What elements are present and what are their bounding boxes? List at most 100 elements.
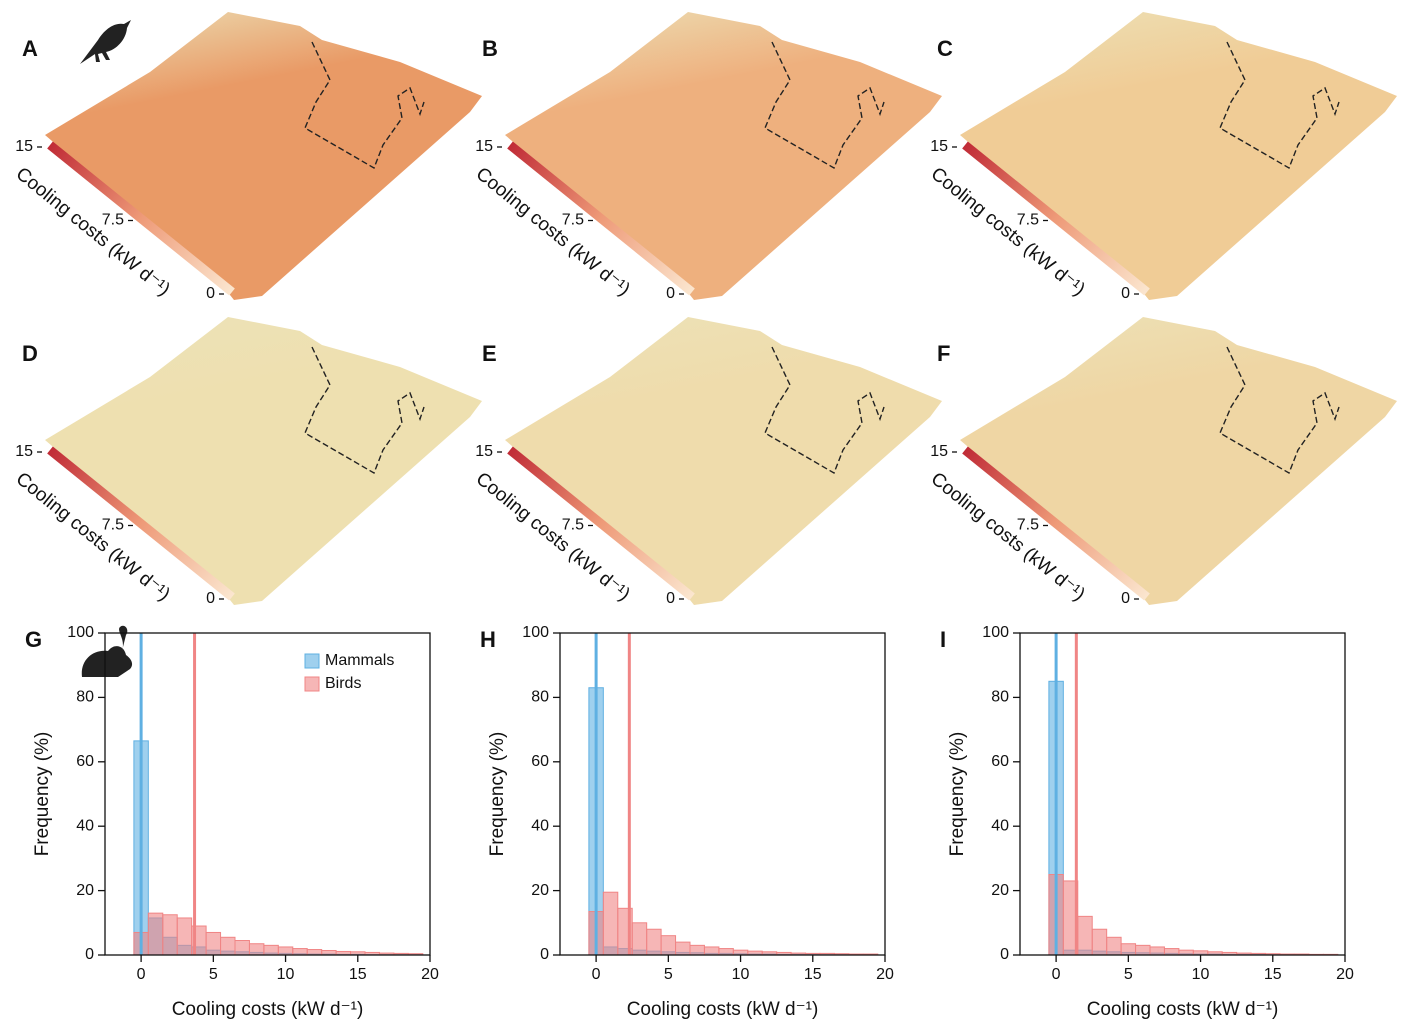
x-axis-label: Cooling costs (kW d⁻¹) bbox=[627, 999, 819, 1020]
y-tick-label: 100 bbox=[982, 624, 1009, 641]
histogram-bar bbox=[1077, 915, 1093, 956]
y-tick-label: 40 bbox=[76, 817, 94, 834]
histogram-bar bbox=[631, 922, 648, 956]
histogram-bar bbox=[1135, 944, 1151, 956]
colorbar-tick-label: 15 bbox=[475, 443, 493, 460]
park-boundary bbox=[1219, 346, 1340, 475]
x-tick-label: 15 bbox=[804, 966, 822, 983]
colorbar-tick-label: 15 bbox=[930, 443, 948, 460]
x-tick-label: 20 bbox=[421, 966, 439, 983]
histogram-bar bbox=[147, 912, 164, 956]
y-tick-label: 80 bbox=[531, 689, 549, 706]
colorbar-tick-label: 0 bbox=[666, 590, 675, 607]
y-tick-label: 0 bbox=[540, 946, 549, 963]
x-tick-label: 5 bbox=[664, 966, 673, 983]
plot-frame bbox=[1019, 632, 1346, 956]
x-tick-label: 15 bbox=[1264, 966, 1282, 983]
colorbar-tick-label: 15 bbox=[475, 138, 493, 155]
y-tick-label: 40 bbox=[991, 817, 1009, 834]
histogram-bar bbox=[646, 928, 662, 956]
colorbar bbox=[47, 446, 235, 601]
park-boundary bbox=[764, 346, 885, 475]
histogram-bar bbox=[306, 949, 323, 956]
histogram-bar bbox=[277, 946, 294, 956]
colorbar-tick-label: 7.5 bbox=[102, 212, 124, 229]
x-axis-label: Cooling costs (kW d⁻¹) bbox=[172, 999, 364, 1020]
colorbar-tick-label: 7.5 bbox=[102, 517, 124, 534]
x-tick-label: 20 bbox=[876, 966, 894, 983]
colorbar-tick-label: 15 bbox=[930, 138, 948, 155]
y-tick-label: 60 bbox=[76, 753, 94, 770]
histogram-bar bbox=[732, 949, 749, 956]
x-tick-label: 10 bbox=[277, 966, 295, 983]
histogram-bar bbox=[176, 917, 193, 956]
colorbar-tick-label: 7.5 bbox=[1017, 517, 1039, 534]
panel-label: G bbox=[25, 627, 42, 652]
x-tick-label: 0 bbox=[1052, 966, 1061, 983]
colorbar bbox=[507, 141, 695, 296]
histogram-bar bbox=[248, 943, 265, 956]
plot-frame bbox=[559, 632, 886, 956]
colorbar-tick-label: 7.5 bbox=[1017, 212, 1039, 229]
colorbar-tick-label: 0 bbox=[206, 590, 215, 607]
y-tick-label: 20 bbox=[76, 882, 94, 899]
colorbar-tick-label: 0 bbox=[1121, 590, 1130, 607]
y-tick-label: 60 bbox=[531, 753, 549, 770]
x-tick-label: 0 bbox=[137, 966, 146, 983]
x-tick-label: 15 bbox=[349, 966, 367, 983]
y-tick-label: 60 bbox=[991, 753, 1009, 770]
legend-label: Birds bbox=[325, 675, 361, 692]
histogram-bar bbox=[1106, 936, 1122, 956]
y-tick-label: 80 bbox=[991, 689, 1009, 706]
colorbar-tick-label: 0 bbox=[206, 285, 215, 302]
species-icon bbox=[81, 625, 133, 677]
colorbar-tick-label: 15 bbox=[15, 138, 33, 155]
park-boundary bbox=[304, 41, 425, 170]
histogram-bar bbox=[205, 931, 222, 956]
histogram-bar bbox=[1120, 943, 1137, 956]
panel-label: H bbox=[480, 627, 496, 652]
panel-label: C bbox=[937, 36, 953, 61]
park-boundary bbox=[1219, 41, 1340, 170]
x-tick-label: 10 bbox=[1192, 966, 1210, 983]
histogram-bar bbox=[703, 946, 720, 956]
histogram-bar bbox=[263, 944, 279, 956]
histogram-bar bbox=[1163, 948, 1180, 956]
colorbar bbox=[962, 141, 1150, 296]
histogram-bar bbox=[718, 948, 734, 956]
panel-label: A bbox=[22, 36, 38, 61]
histogram-bar bbox=[321, 949, 337, 956]
colorbar-tick-label: 0 bbox=[1121, 285, 1130, 302]
x-axis-label: Cooling costs (kW d⁻¹) bbox=[1087, 999, 1279, 1020]
panel-label: I bbox=[940, 627, 946, 652]
histogram-bar bbox=[1091, 928, 1108, 956]
histogram-bar bbox=[234, 940, 250, 956]
histogram-bar bbox=[675, 941, 691, 956]
histogram-bar bbox=[1149, 946, 1165, 956]
x-tick-label: 5 bbox=[1124, 966, 1133, 983]
colorbar bbox=[47, 141, 235, 296]
x-tick-label: 20 bbox=[1336, 966, 1354, 983]
histogram-bar bbox=[689, 944, 705, 956]
panel-label: E bbox=[482, 341, 497, 366]
species-icon bbox=[80, 20, 131, 64]
y-tick-label: 0 bbox=[85, 946, 94, 963]
y-axis-label: Frequency (%) bbox=[487, 732, 508, 857]
y-axis-label: Frequency (%) bbox=[947, 732, 968, 857]
y-tick-label: 100 bbox=[522, 624, 549, 641]
plot-frame bbox=[104, 632, 431, 956]
colorbar-tick-label: 15 bbox=[15, 443, 33, 460]
legend-swatch bbox=[304, 676, 320, 692]
y-axis-label: Frequency (%) bbox=[32, 732, 53, 857]
x-tick-label: 0 bbox=[592, 966, 601, 983]
y-tick-label: 40 bbox=[531, 817, 549, 834]
legend-swatch bbox=[304, 653, 320, 669]
histogram-bar bbox=[1178, 949, 1194, 956]
y-tick-label: 20 bbox=[531, 882, 549, 899]
panel-label: D bbox=[22, 341, 38, 366]
panel-label: F bbox=[937, 341, 950, 366]
y-tick-label: 0 bbox=[1000, 946, 1009, 963]
y-tick-label: 80 bbox=[76, 689, 94, 706]
y-tick-label: 20 bbox=[991, 882, 1009, 899]
